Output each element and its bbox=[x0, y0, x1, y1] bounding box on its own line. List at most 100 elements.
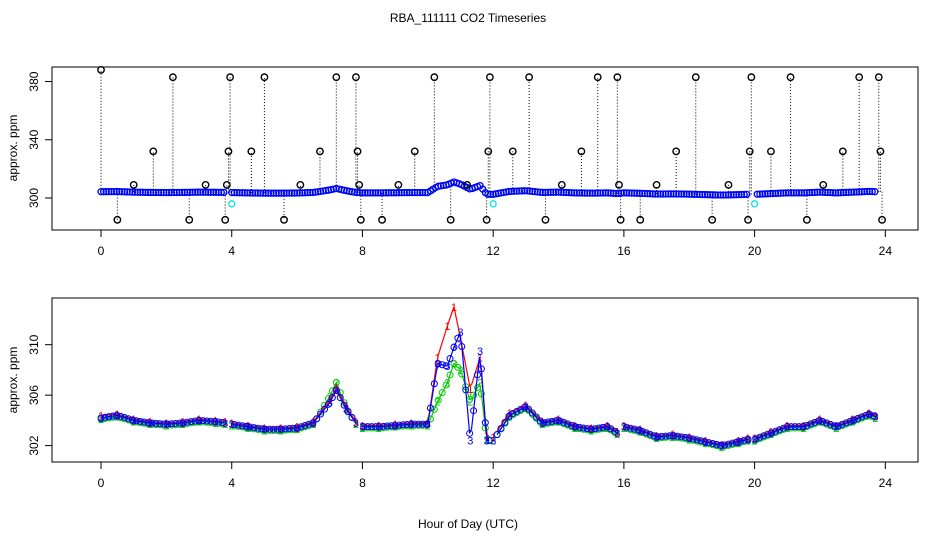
series-3-label: 3 bbox=[555, 415, 561, 427]
series-3-point bbox=[293, 424, 301, 432]
baseline-point bbox=[123, 188, 131, 196]
baseline-point bbox=[228, 188, 236, 197]
y-tick-label: 300 bbox=[27, 188, 41, 208]
baseline-point bbox=[437, 182, 445, 190]
baseline-point bbox=[118, 188, 126, 196]
series-3-point bbox=[846, 417, 854, 425]
series-3-point bbox=[238, 422, 246, 430]
baseline-point bbox=[395, 189, 403, 197]
baseline-point bbox=[591, 189, 599, 197]
series-2-label: 2 bbox=[376, 423, 382, 435]
series-2-label: 2 bbox=[435, 396, 441, 408]
x-tick-label: 16 bbox=[617, 244, 631, 258]
baseline-point bbox=[162, 188, 171, 197]
baseline-point bbox=[787, 189, 795, 197]
series-3-point bbox=[434, 360, 442, 368]
spike-point bbox=[296, 180, 305, 189]
baseline-point bbox=[779, 189, 788, 197]
baseline-point bbox=[774, 189, 782, 197]
series-3-point bbox=[587, 425, 595, 433]
baseline-point bbox=[259, 189, 267, 197]
baseline-point bbox=[575, 189, 584, 197]
top-y-axis: 300 340 380 bbox=[27, 71, 52, 208]
series-1-label: 1 bbox=[359, 420, 365, 432]
baseline-point bbox=[400, 189, 408, 197]
spike-point bbox=[855, 73, 864, 82]
spike-point bbox=[222, 180, 231, 189]
baseline-point bbox=[207, 188, 215, 196]
series-2-label: 2 bbox=[467, 396, 473, 408]
baseline-point bbox=[152, 188, 160, 197]
series-1-label: 1 bbox=[467, 384, 473, 396]
series-1-label: 1 bbox=[745, 433, 751, 445]
spike-point bbox=[149, 147, 158, 156]
series-3-point bbox=[775, 426, 783, 434]
series-3-point bbox=[407, 420, 415, 428]
baseline-point bbox=[635, 189, 644, 197]
baseline-point bbox=[110, 187, 118, 196]
series-3-label: 3 bbox=[866, 409, 872, 421]
baseline-point bbox=[136, 188, 144, 196]
series-2-point bbox=[434, 396, 442, 404]
baseline-point bbox=[290, 189, 299, 197]
baseline-point bbox=[609, 189, 618, 197]
series-3-point bbox=[717, 441, 725, 449]
x-tick-label: 16 bbox=[617, 476, 631, 490]
x-tick-label: 24 bbox=[879, 244, 893, 258]
baseline-point bbox=[570, 189, 578, 197]
series-3-point bbox=[305, 420, 313, 428]
spike-point bbox=[636, 215, 645, 224]
series-3-point bbox=[344, 408, 352, 416]
series-3-label: 3 bbox=[719, 441, 725, 453]
baseline-point bbox=[183, 188, 191, 197]
baseline-point bbox=[724, 191, 733, 199]
spike-point bbox=[744, 215, 752, 224]
series-2-label: 2 bbox=[588, 425, 594, 437]
baseline-point bbox=[554, 188, 563, 196]
baseline-point bbox=[157, 188, 165, 197]
baseline-point bbox=[633, 189, 641, 197]
spike-point bbox=[747, 73, 756, 82]
series-3-point bbox=[266, 425, 274, 433]
series-3-point bbox=[673, 432, 681, 440]
series-3-label: 3 bbox=[196, 415, 202, 427]
top-panel-ylabel: approx. ppm bbox=[6, 115, 20, 182]
x-tick-label: 0 bbox=[98, 244, 105, 258]
series-3-point bbox=[321, 405, 329, 413]
baseline-point bbox=[811, 188, 819, 197]
series-3-label: 3 bbox=[245, 422, 251, 434]
spike-point bbox=[280, 215, 288, 224]
series-3-point bbox=[830, 422, 838, 430]
baseline-point bbox=[651, 190, 659, 198]
baseline-point bbox=[850, 188, 858, 196]
baseline-point bbox=[170, 188, 178, 197]
series-1-label: 1 bbox=[451, 302, 457, 314]
series-3-point bbox=[728, 439, 736, 447]
baseline-point bbox=[523, 187, 531, 195]
y-tick-label: 306 bbox=[27, 385, 41, 405]
baseline-point bbox=[533, 188, 542, 196]
baseline-point bbox=[698, 190, 706, 199]
baseline-point bbox=[149, 188, 157, 197]
baseline-point bbox=[871, 188, 879, 196]
series-3-point bbox=[97, 414, 105, 422]
series-3-point bbox=[689, 435, 697, 443]
series-3-point bbox=[513, 407, 521, 415]
spike-point bbox=[353, 147, 362, 156]
spike-point bbox=[113, 215, 122, 224]
spike-point bbox=[874, 73, 883, 82]
baseline-point bbox=[269, 189, 278, 197]
baseline-point bbox=[319, 187, 327, 195]
chart-title: RBA_111111 CO2 Timeseries bbox=[390, 11, 546, 25]
baseline-point bbox=[262, 189, 270, 197]
spike-point bbox=[355, 180, 364, 189]
spike-point bbox=[672, 147, 681, 156]
baseline-point bbox=[688, 190, 696, 198]
series-3-label: 3 bbox=[444, 361, 450, 373]
baseline-point bbox=[201, 188, 210, 196]
baseline-point bbox=[860, 187, 869, 196]
series-3-point bbox=[842, 419, 850, 427]
baseline-point bbox=[249, 189, 257, 197]
series-3-point bbox=[509, 410, 517, 418]
series-3-point bbox=[854, 414, 862, 422]
